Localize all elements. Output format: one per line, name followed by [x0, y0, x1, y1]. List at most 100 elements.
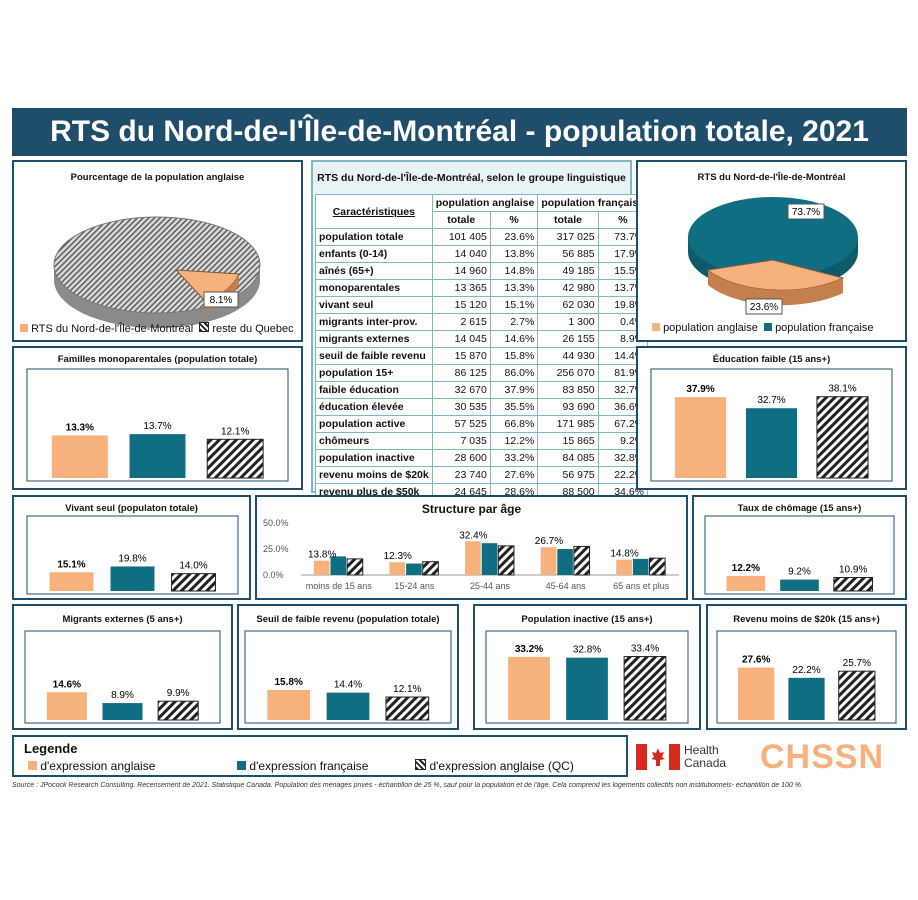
- bar-label: 33.2%: [515, 644, 543, 655]
- bar-anglaiseQC: [157, 700, 199, 721]
- bar-anglaise: [49, 572, 94, 591]
- legend-label-rts: RTS du Nord-de-l'Île-de-Montréal: [31, 323, 194, 335]
- cell-value: 14 040: [431, 245, 491, 263]
- cell-value: 14.6%: [489, 330, 539, 348]
- chart-title-migr: Migrants externes (5 ans+): [62, 614, 183, 625]
- legend-item-en: d'expression anglaise: [40, 759, 156, 773]
- bar-age-0: [540, 547, 557, 575]
- table-row: migrants externes 14 045 14.6% 26 155 8.9%: [315, 330, 649, 348]
- row-label: migrants inter-prov.: [315, 313, 433, 331]
- cell-value: 26 155: [537, 330, 599, 348]
- pie-slice-anglaise-side: [708, 270, 843, 306]
- bar-label: 33.4%: [631, 644, 659, 655]
- cell-value: 84 085: [537, 449, 599, 467]
- x-tick-label: 25-44 ans: [470, 581, 511, 591]
- table-row: population inactive 28 600 33.2% 84 085 32.8…: [315, 449, 649, 467]
- bar-label: 38.1%: [828, 384, 856, 395]
- cell-value: 32 670: [431, 381, 491, 399]
- bar-label: 19.8%: [118, 553, 146, 564]
- bar-age-0: [465, 541, 481, 575]
- cell-value: 49 185: [537, 262, 599, 280]
- bar-franaise: [745, 408, 798, 478]
- pie-left-title: Pourcentage de la population anglaise: [70, 172, 245, 183]
- bar-age-0: [313, 560, 330, 575]
- bar-label: 12.1%: [221, 426, 249, 437]
- legend-swatch-rts: [20, 324, 28, 332]
- bar-anglaise: [674, 397, 727, 478]
- chart-title-inact: Population inactive (15 ans+): [521, 614, 653, 625]
- pie-right-label-en-box: [745, 298, 783, 315]
- pie-right-label-fr-box: [787, 203, 825, 220]
- bar-label: 14.4%: [334, 680, 362, 691]
- data-table: Caractéristiques population anglaise pop…: [315, 194, 649, 501]
- bar-age-1: [557, 549, 573, 575]
- row-label: population inactive: [315, 449, 433, 467]
- bar-label: 12.2%: [732, 563, 760, 574]
- cell-value: 30 535: [431, 398, 491, 416]
- bar-label: 10.9%: [839, 564, 867, 575]
- cell-value: 15 865: [537, 432, 599, 450]
- legend-swatch-qc: [415, 759, 427, 770]
- health-canada-logo: Health Canada: [636, 742, 736, 774]
- cell-value: 1 300: [537, 313, 599, 331]
- bar-label: 37.9%: [686, 384, 714, 395]
- pie-left-chart: 8.1%: [53, 216, 261, 328]
- pie-anglaise-panel: Pourcentage de la population anglaise 8.…: [12, 160, 303, 342]
- bar-age-2: [497, 545, 515, 576]
- health-label: Health: [684, 743, 719, 757]
- bar-age-2: [649, 557, 666, 576]
- bar-anglaiseQC: [833, 576, 873, 592]
- cell-value: 171 985: [537, 415, 599, 433]
- row-label: population totale: [315, 228, 433, 246]
- bar-label: 15.1%: [57, 559, 85, 570]
- bar-franaise: [326, 692, 370, 720]
- row-label: population 15+: [315, 364, 433, 382]
- bar-age-1: [481, 543, 498, 575]
- bar-age-1: [330, 556, 347, 575]
- bar-label: 9.2%: [788, 567, 811, 578]
- pie-right-label-en: 23.6%: [750, 302, 778, 313]
- bar-anglaiseQC: [206, 438, 264, 479]
- cell-value: 12.2%: [489, 432, 539, 450]
- chart-migr: 14.6% 8.9% 9.9%: [24, 630, 221, 724]
- cell-value: 35.5%: [489, 398, 539, 416]
- bar-label: 9.9%: [167, 688, 190, 699]
- table-row: revenu moins de $20k 23 740 27.6% 56 975 22.…: [315, 466, 649, 484]
- legend-label-anglaise: population anglaise: [663, 322, 758, 334]
- cell-value: 14 960: [431, 262, 491, 280]
- pie-left-label-box: [203, 291, 239, 308]
- cell-value: 37.9%: [489, 381, 539, 399]
- cell-value: 56 885: [537, 245, 599, 263]
- cell-value: 42 980: [537, 279, 599, 297]
- bar-franaise: [110, 566, 155, 591]
- cell-value: 15.8%: [489, 347, 539, 365]
- chart-title-age: Structure par âge: [421, 502, 522, 516]
- panel-mono: Familles monoparentales (population tota…: [12, 346, 303, 490]
- table-row: population 15+ 86 125 86.0% 256 070 81.9%: [315, 364, 649, 382]
- bar-label: 32.8%: [573, 645, 601, 656]
- cell-value: 7 035: [431, 432, 491, 450]
- bar-anglaise: [738, 667, 775, 720]
- bar-anglaiseQC: [171, 573, 216, 592]
- bar-age-0: [616, 559, 632, 575]
- legend-swatch-fr: [237, 761, 247, 770]
- bar-anglaise: [726, 575, 766, 591]
- table-row: éducation élevée 30 535 35.5% 93 690 36.6%: [315, 398, 649, 416]
- cell-value: 44 930: [537, 347, 599, 365]
- chart-title-seul: Vivant seul (populaton totale): [65, 503, 198, 514]
- bar-label: 13.3%: [66, 422, 94, 433]
- cell-value: 15.1%: [489, 296, 539, 314]
- legend-swatch-reste: [199, 322, 210, 332]
- data-table-panel: RTS du Nord-de-l'Île-de-Montréal, selon …: [311, 160, 649, 501]
- panel-chom: Taux de chômage (15 ans+) 12.2% 9.2% 10.9%: [692, 495, 907, 600]
- bar-franaise: [566, 657, 608, 720]
- row-label: aînés (65+): [315, 262, 433, 280]
- pie-left-legend: RTS du Nord-de-l'Île-de-Montréal reste d…: [20, 322, 294, 335]
- col-caracteristiques: Caractéristiques: [315, 194, 433, 229]
- table-row: chômeurs 7 035 12.2% 15 865 9.2%: [315, 432, 649, 450]
- legend-label-francaise: population française: [775, 322, 874, 334]
- table-row: population totale 101 405 23.6% 317 025 73.7…: [315, 228, 649, 246]
- bar-anglaise: [51, 435, 108, 478]
- bar-age-1: [406, 563, 422, 575]
- table-row: migrants inter-prov. 2 615 2.7% 1 300 0.4%: [315, 313, 649, 331]
